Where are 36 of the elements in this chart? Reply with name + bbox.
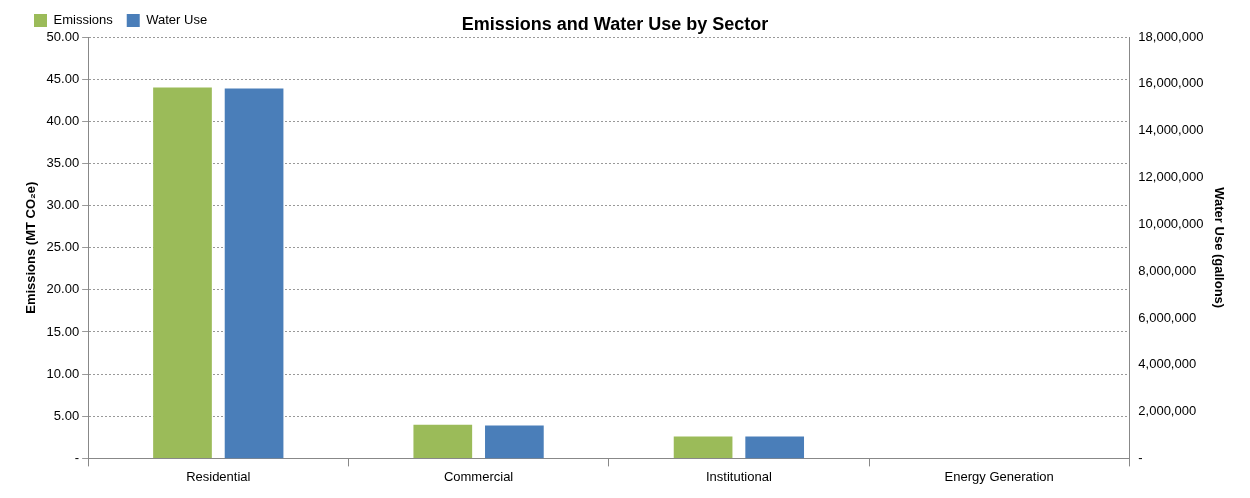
y-tick-label: 15.00: [46, 323, 80, 339]
x-tick-label: Residential: [186, 468, 251, 484]
legend-label: Water Use: [146, 12, 208, 28]
y-tick-label: 40.00: [46, 112, 80, 128]
y-tick-label: 50.00: [46, 28, 80, 44]
chart-title: Emissions and Water Use by Sector: [461, 13, 769, 34]
y-tick-label: 5.00: [53, 407, 80, 423]
y2-tick-label: 6,000,000: [1138, 309, 1197, 325]
y-tick-label: -: [74, 449, 80, 465]
bar: [224, 88, 284, 459]
y-tick-label: 30.00: [46, 197, 80, 213]
y-tick-label: 25.00: [46, 239, 80, 255]
y-axis-title: Emissions (MT CO₂e): [23, 181, 39, 314]
bar: [745, 436, 805, 459]
bar: [673, 436, 733, 458]
y2-tick-label: 18,000,000: [1138, 28, 1204, 44]
y2-tick-label: 12,000,000: [1138, 169, 1204, 185]
bar: [413, 424, 473, 458]
legend-label: Emissions: [53, 12, 114, 28]
x-tick-label: Institutional: [706, 468, 772, 484]
y2-tick-label: 14,000,000: [1138, 122, 1204, 138]
y2-tick-label: 2,000,000: [1138, 403, 1197, 419]
y2-tick-label: 10,000,000: [1138, 215, 1204, 231]
y-tick-label: 45.00: [46, 70, 80, 86]
y2-axis-title: Water Use (gallons): [1211, 187, 1227, 309]
x-tick-label: Commercial: [443, 468, 514, 484]
y2-tick-label: -: [1138, 449, 1143, 465]
y-tick-label: 20.00: [46, 281, 80, 297]
bar: [153, 87, 212, 458]
y2-tick-label: 8,000,000: [1138, 262, 1197, 278]
bar: [485, 425, 544, 459]
y-tick-label: 35.00: [46, 155, 80, 170]
y-tick-label: 10.00: [46, 365, 80, 381]
x-tick-label: Energy Generation: [944, 468, 1054, 484]
y2-tick-label: 4,000,000: [1138, 356, 1197, 372]
y2-tick-label: 16,000,000: [1138, 75, 1204, 91]
